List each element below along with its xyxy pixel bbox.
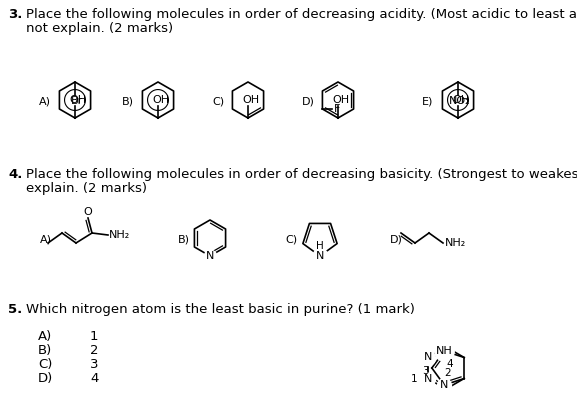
Text: 3.: 3. (8, 8, 23, 21)
Text: B): B) (38, 344, 53, 357)
Text: Br: Br (71, 96, 83, 106)
Text: NH: NH (436, 346, 452, 356)
Text: not explain. (2 marks): not explain. (2 marks) (26, 22, 173, 35)
Text: N: N (424, 373, 432, 383)
Text: 5.: 5. (8, 303, 23, 316)
Text: C): C) (38, 358, 53, 371)
Text: H: H (316, 241, 324, 251)
Text: 2: 2 (90, 344, 99, 357)
Text: 4.: 4. (8, 168, 23, 181)
Text: D): D) (38, 372, 53, 385)
Text: OH: OH (69, 95, 86, 105)
Text: OH: OH (152, 95, 169, 105)
Text: Which nitrogen atom is the least basic in purine? (1 mark): Which nitrogen atom is the least basic i… (26, 303, 415, 316)
Text: 1: 1 (410, 373, 417, 383)
Text: 3: 3 (90, 358, 99, 371)
Text: NO₂: NO₂ (449, 96, 471, 106)
Text: D): D) (302, 97, 315, 107)
Text: OH: OH (332, 95, 349, 105)
Text: N: N (440, 380, 448, 390)
Text: OH: OH (242, 95, 259, 105)
Text: O: O (83, 207, 92, 217)
Text: C): C) (212, 97, 224, 107)
Text: Place the following molecules in order of decreasing basicity. (Strongest to wea: Place the following molecules in order o… (26, 168, 577, 181)
Text: explain. (2 marks): explain. (2 marks) (26, 182, 147, 195)
Text: N: N (206, 251, 214, 261)
Text: E): E) (422, 97, 433, 107)
Text: A): A) (39, 97, 51, 107)
Text: 2: 2 (444, 368, 451, 378)
Text: F: F (334, 104, 340, 114)
Text: D): D) (390, 235, 403, 245)
Text: B): B) (178, 235, 190, 245)
Text: N: N (316, 251, 324, 261)
Text: 3: 3 (422, 365, 429, 375)
Text: NH₂: NH₂ (445, 238, 466, 248)
Text: 1: 1 (90, 330, 99, 343)
Text: N: N (424, 352, 432, 362)
Text: Place the following molecules in order of decreasing acidity. (Most acidic to le: Place the following molecules in order o… (26, 8, 577, 21)
Text: NH₂: NH₂ (109, 230, 130, 240)
Text: OH: OH (452, 95, 469, 105)
Text: B): B) (122, 97, 134, 107)
Text: A): A) (38, 330, 53, 343)
Text: 4: 4 (447, 359, 454, 369)
Text: C): C) (285, 235, 297, 245)
Text: 4: 4 (90, 372, 98, 385)
Text: A): A) (40, 235, 52, 245)
